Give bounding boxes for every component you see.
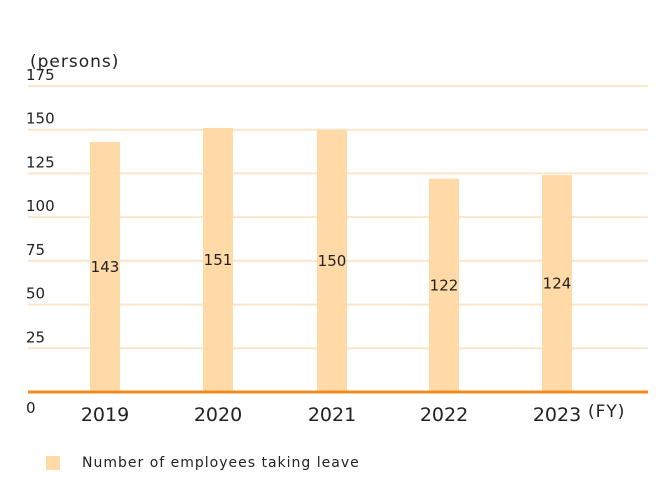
- y-axis-unit-label: (persons): [30, 52, 120, 72]
- data-label: 122: [430, 276, 459, 294]
- data-label: 150: [318, 252, 347, 270]
- data-label: 143: [91, 258, 120, 276]
- y-tick-label: 125: [26, 153, 55, 171]
- x-axis-unit-label: (FY): [588, 402, 626, 422]
- y-tick-label: 25: [26, 328, 45, 346]
- y-tick-label: 100: [26, 197, 55, 215]
- bar: [317, 129, 347, 392]
- x-tick-label: 2023: [533, 404, 581, 426]
- bar: [542, 175, 572, 392]
- y-tick-label: 50: [26, 285, 45, 303]
- y-tick-label: 175: [26, 66, 55, 84]
- legend-label: Number of employees taking leave: [82, 455, 360, 471]
- bar: [90, 141, 120, 392]
- bar: [203, 127, 233, 393]
- data-label: 124: [543, 275, 572, 293]
- y-tick-label: 0: [26, 399, 36, 417]
- bar: [429, 178, 459, 392]
- x-tick-label: 2019: [81, 404, 129, 426]
- y-tick-label: 75: [26, 241, 45, 259]
- x-tick-label: 2022: [420, 404, 468, 426]
- y-tick-label: 150: [26, 110, 55, 128]
- data-label: 151: [204, 251, 233, 269]
- legend-swatch: [46, 456, 60, 470]
- legend: Number of employees taking leave: [46, 455, 360, 471]
- x-tick-label: 2021: [308, 404, 356, 426]
- x-tick-label: 2020: [194, 404, 242, 426]
